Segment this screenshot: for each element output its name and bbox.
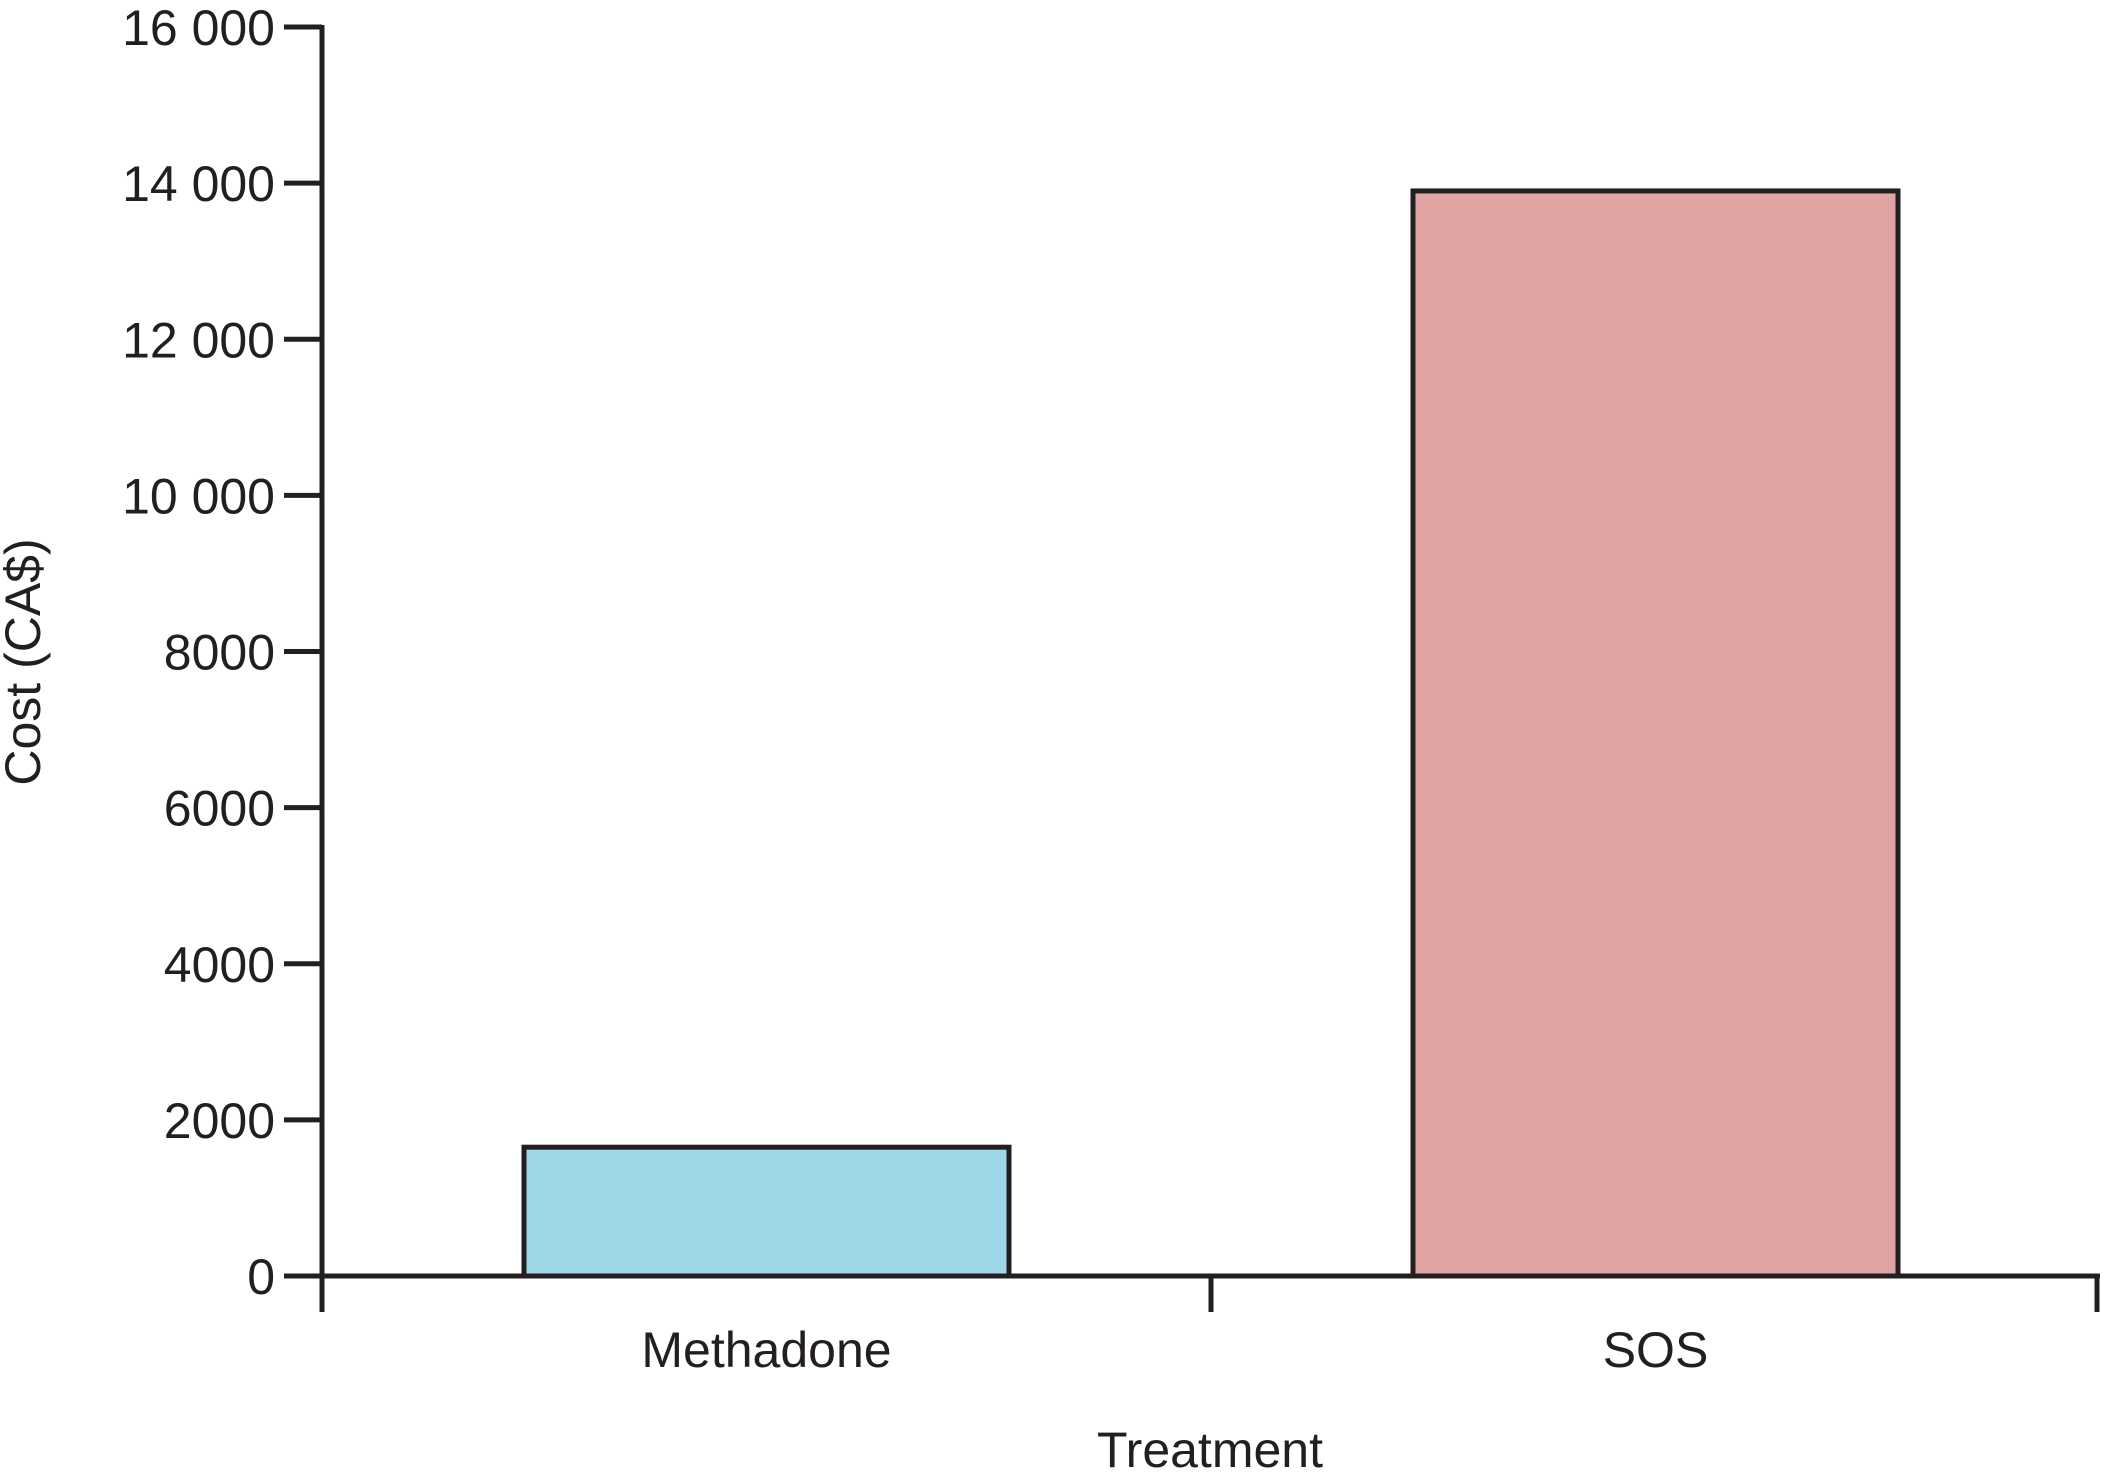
y-ticks-layer: 0 2000 4000 6000 8000 10 000 12 000 14 000 16 00… — [122, 0, 322, 1305]
x-tick-label: Methadone — [641, 1322, 891, 1378]
bar-methadone — [521, 1144, 1012, 1279]
y-tick-label: 2000 — [164, 1093, 275, 1149]
y-tick-label: 14 000 — [122, 156, 275, 212]
x-axis-title: Treatment — [1097, 1422, 1323, 1469]
y-tick-label: 4000 — [164, 937, 275, 993]
axes-layer — [319, 25, 2100, 1312]
y-tick-label: 6000 — [164, 781, 275, 837]
y-tick-label: 8000 — [164, 625, 275, 681]
bars-layer — [521, 188, 1901, 1279]
y-tick-label: 12 000 — [122, 312, 275, 368]
y-tick-label: 10 000 — [122, 468, 275, 524]
y-axis-title: Cost (CA$) — [0, 538, 51, 785]
bar-sos — [1410, 188, 1901, 1279]
x-tick-label: SOS — [1603, 1322, 1709, 1378]
y-tick-label: 0 — [247, 1249, 275, 1305]
x-ticks-layer: Methadone SOS — [641, 1322, 1708, 1378]
y-tick-label: 16 000 — [122, 0, 275, 56]
